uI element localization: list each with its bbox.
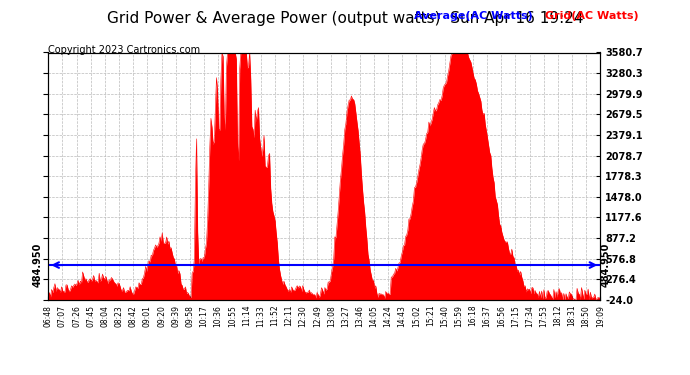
Text: Grid Power & Average Power (output watts)  Sun Apr 16 19:24: Grid Power & Average Power (output watts… [107, 11, 583, 26]
Text: 484.950: 484.950 [601, 243, 611, 287]
Text: 484.950: 484.950 [33, 243, 43, 287]
Text: Grid(AC Watts): Grid(AC Watts) [545, 11, 639, 21]
Text: Average(AC Watts): Average(AC Watts) [414, 11, 533, 21]
Text: Copyright 2023 Cartronics.com: Copyright 2023 Cartronics.com [48, 45, 200, 55]
